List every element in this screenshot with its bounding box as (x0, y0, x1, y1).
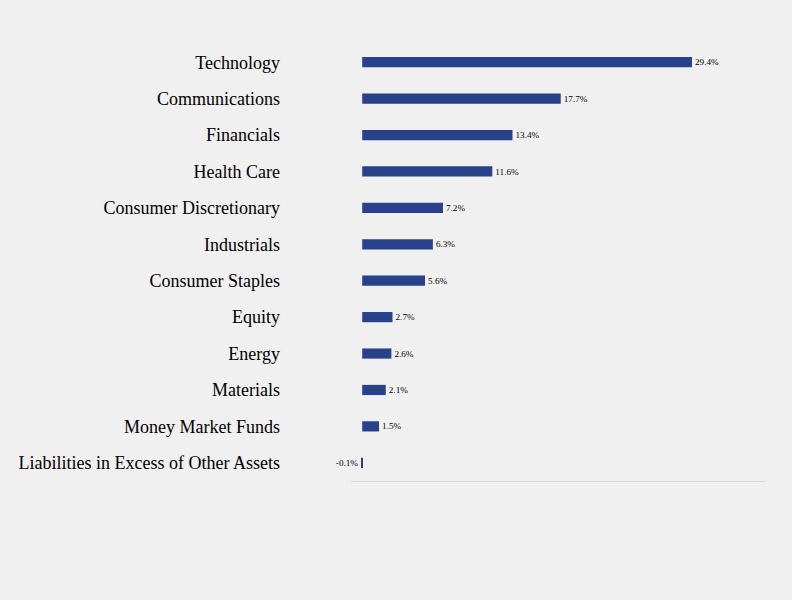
svg-text:13.4%: 13.4% (516, 130, 540, 140)
svg-text:Consumer Staples: Consumer Staples (150, 271, 281, 291)
svg-text:2.7%: 2.7% (396, 312, 415, 322)
svg-text:Money Market Funds: Money Market Funds (124, 417, 280, 437)
svg-text:17.7%: 17.7% (564, 94, 588, 104)
svg-text:Consumer Discretionary: Consumer Discretionary (104, 198, 280, 218)
svg-text:5.6%: 5.6% (428, 276, 447, 286)
svg-text:2.1%: 2.1% (389, 385, 408, 395)
svg-text:29.4%: 29.4% (695, 57, 719, 67)
svg-text:7.2%: 7.2% (446, 203, 465, 213)
svg-text:Technology: Technology (195, 53, 280, 73)
svg-text:11.6%: 11.6% (495, 167, 519, 177)
svg-text:Communications: Communications (157, 89, 280, 109)
svg-text:Energy: Energy (228, 344, 280, 364)
svg-text:1.5%: 1.5% (382, 421, 401, 431)
svg-text:Materials: Materials (212, 380, 280, 400)
svg-text:2.6%: 2.6% (394, 349, 413, 359)
svg-text:Equity: Equity (232, 307, 280, 327)
svg-text:Financials: Financials (206, 125, 280, 145)
svg-text:Liabilities in Excess of Other: Liabilities in Excess of Other Assets (19, 453, 280, 473)
svg-text:6.3%: 6.3% (436, 239, 455, 249)
svg-text:Industrials: Industrials (204, 235, 280, 255)
svg-text:-0.1%: -0.1% (336, 458, 359, 468)
svg-text:Health Care: Health Care (194, 162, 280, 182)
